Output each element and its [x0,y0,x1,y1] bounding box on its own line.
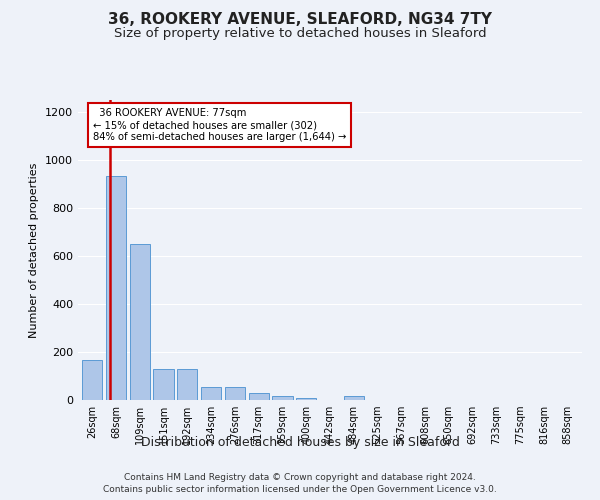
Text: Contains public sector information licensed under the Open Government Licence v3: Contains public sector information licen… [103,485,497,494]
Text: 36 ROOKERY AVENUE: 77sqm  
← 15% of detached houses are smaller (302)
84% of sem: 36 ROOKERY AVENUE: 77sqm ← 15% of detach… [93,108,346,142]
Bar [272,396,293,400]
Bar [154,369,173,400]
Bar [177,369,197,400]
Text: 36, ROOKERY AVENUE, SLEAFORD, NG34 7TY: 36, ROOKERY AVENUE, SLEAFORD, NG34 7TY [108,12,492,28]
Bar [82,360,103,400]
Text: Contains HM Land Registry data © Crown copyright and database right 2024.: Contains HM Land Registry data © Crown c… [124,472,476,482]
Bar [130,244,150,400]
Bar [296,398,316,400]
Bar [225,387,245,400]
Y-axis label: Number of detached properties: Number of detached properties [29,162,40,338]
Bar [344,396,364,400]
Text: Size of property relative to detached houses in Sleaford: Size of property relative to detached ho… [113,28,487,40]
Bar [248,393,269,400]
Bar [106,176,126,400]
Text: Distribution of detached houses by size in Sleaford: Distribution of detached houses by size … [140,436,460,449]
Bar [201,387,221,400]
